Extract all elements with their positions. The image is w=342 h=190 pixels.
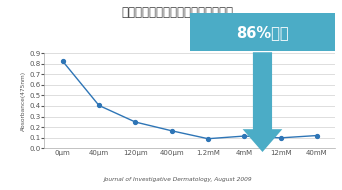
Text: Journal of Investigative Dermatology, August 2009: Journal of Investigative Dermatology, Au… — [104, 177, 252, 182]
Y-axis label: Absorbance(475nm): Absorbance(475nm) — [21, 71, 26, 131]
Text: 86%抑制: 86%抑制 — [236, 25, 289, 40]
Text: ルミキシルのチロシナーゼ抑制効果: ルミキシルのチロシナーゼ抑制効果 — [122, 6, 234, 19]
